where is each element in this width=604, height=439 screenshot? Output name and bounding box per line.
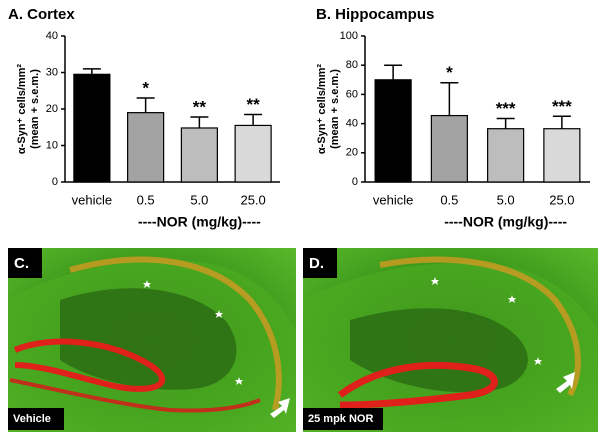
significance-label: *** (496, 99, 516, 118)
significance-label: * (142, 79, 149, 98)
x-tick-label: 5.0 (497, 192, 515, 207)
y-tick-label: 80 (346, 59, 358, 71)
bar (487, 128, 525, 183)
significance-label: *** (552, 97, 572, 116)
y-tick-label: 30 (46, 66, 58, 78)
panel-label: D. (309, 255, 324, 272)
chart-title: A. Cortex (8, 6, 75, 23)
bar (374, 79, 412, 183)
y-tick-label: 100 (340, 30, 358, 42)
y-tick-label: 60 (346, 88, 358, 100)
x-tick-label: vehicle (72, 192, 112, 207)
significance-label: ** (193, 98, 207, 117)
y-axis-label: (mean + s.e.m.) (29, 69, 41, 149)
y-tick-label: 40 (346, 118, 358, 130)
y-axis-label: α-Syn⁺ cells/mm² (316, 64, 328, 155)
x-tick-label: vehicle (373, 192, 413, 207)
x-axis-label: ----NOR (mg/kg)---- (138, 214, 261, 230)
x-tick-label: 25.0 (549, 192, 574, 207)
micrograph-c (8, 248, 296, 432)
panel-label: C. (14, 255, 29, 272)
bar (543, 128, 581, 183)
x-tick-label: 0.5 (440, 192, 458, 207)
y-tick-label: 0 (52, 176, 58, 188)
y-tick-label: 20 (46, 103, 58, 115)
significance-label: * (446, 63, 453, 82)
x-tick-label: 25.0 (240, 192, 265, 207)
bar (127, 112, 165, 183)
x-axis-label: ----NOR (mg/kg)---- (444, 214, 567, 230)
y-axis-label: α-Syn⁺ cells/mm² (16, 64, 28, 155)
bar (73, 73, 111, 183)
image-caption: Vehicle (13, 413, 51, 425)
x-tick-label: 0.5 (137, 192, 155, 207)
image-caption: 25 mpk NOR (308, 413, 373, 425)
micrograph-d (303, 248, 598, 432)
x-tick-label: 5.0 (190, 192, 208, 207)
y-tick-label: 10 (46, 139, 58, 151)
bar (234, 124, 272, 183)
y-tick-label: 0 (352, 176, 358, 188)
y-tick-label: 40 (46, 30, 58, 42)
significance-label: ** (247, 95, 261, 114)
bar (430, 114, 468, 183)
y-axis-label: (mean + s.e.m.) (329, 69, 341, 149)
y-tick-label: 20 (346, 147, 358, 159)
chart-title: B. Hippocampus (316, 6, 434, 23)
bar (180, 127, 218, 183)
